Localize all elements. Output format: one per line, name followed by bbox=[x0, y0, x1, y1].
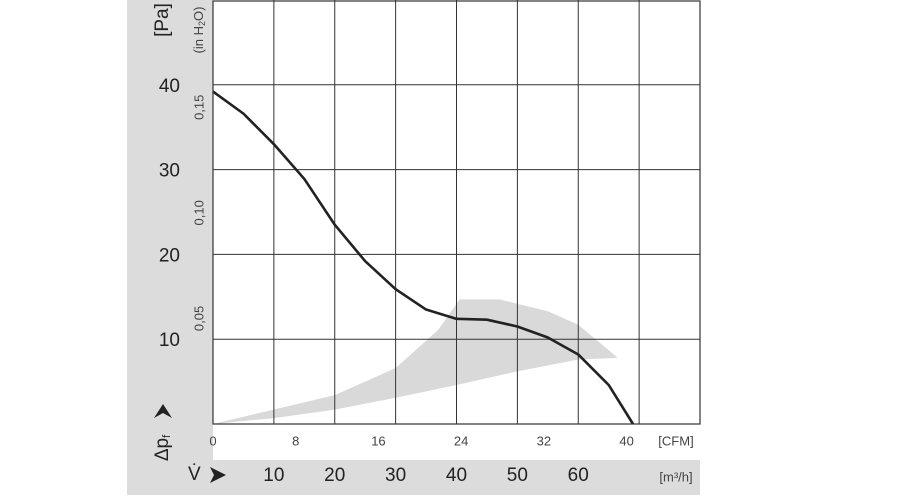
y2-unit-a: (in H bbox=[191, 26, 206, 53]
x2-tick-label: 32 bbox=[537, 433, 551, 448]
x2-tick-label: 40 bbox=[619, 433, 633, 448]
x2-tick-label: 8 bbox=[292, 433, 299, 448]
y-unit: [Pa] bbox=[152, 3, 173, 37]
y2-tick-label: 0,10 bbox=[191, 200, 206, 225]
bottom-band bbox=[127, 460, 700, 495]
y-tick-label: 20 bbox=[159, 245, 180, 266]
x2-unit: [CFM] bbox=[658, 433, 693, 448]
x-tick-label: 40 bbox=[446, 465, 467, 486]
y-symbol-main: Δp bbox=[152, 438, 173, 461]
x-tick-label: 20 bbox=[324, 465, 345, 486]
fan-curve bbox=[212, 90, 635, 425]
y-symbol-sub: f bbox=[161, 434, 173, 438]
x-symbol: V̇ bbox=[188, 464, 201, 485]
y-tick-label: 10 bbox=[159, 330, 180, 351]
x2-tick-label: 16 bbox=[371, 433, 385, 448]
shaded-region bbox=[213, 299, 618, 424]
x-tick-label: 30 bbox=[385, 465, 406, 486]
y-tick-label: 40 bbox=[159, 76, 180, 97]
x2-tick-label: 0 bbox=[209, 433, 216, 448]
y2-tick-label: 0,15 bbox=[191, 95, 206, 120]
y2-unit-sub: 2 bbox=[197, 21, 207, 26]
x2-tick-label: 24 bbox=[454, 433, 468, 448]
left-band bbox=[127, 0, 213, 495]
y2-tick-label: 0,05 bbox=[191, 306, 206, 331]
x-tick-label: 60 bbox=[568, 465, 589, 486]
y-symbol: Δpf bbox=[152, 434, 173, 461]
plot-frame bbox=[212, 0, 701, 425]
y2-unit-b: O) bbox=[191, 7, 206, 21]
x-tick-label: 10 bbox=[263, 465, 284, 486]
x-arrow bbox=[210, 467, 226, 483]
x-tick-label: 50 bbox=[507, 465, 528, 486]
y-arrow bbox=[154, 404, 172, 418]
y-tick-label: 30 bbox=[159, 161, 180, 182]
y2-unit: (in H2O) bbox=[191, 7, 207, 54]
x-unit: [m³/h] bbox=[659, 469, 692, 484]
